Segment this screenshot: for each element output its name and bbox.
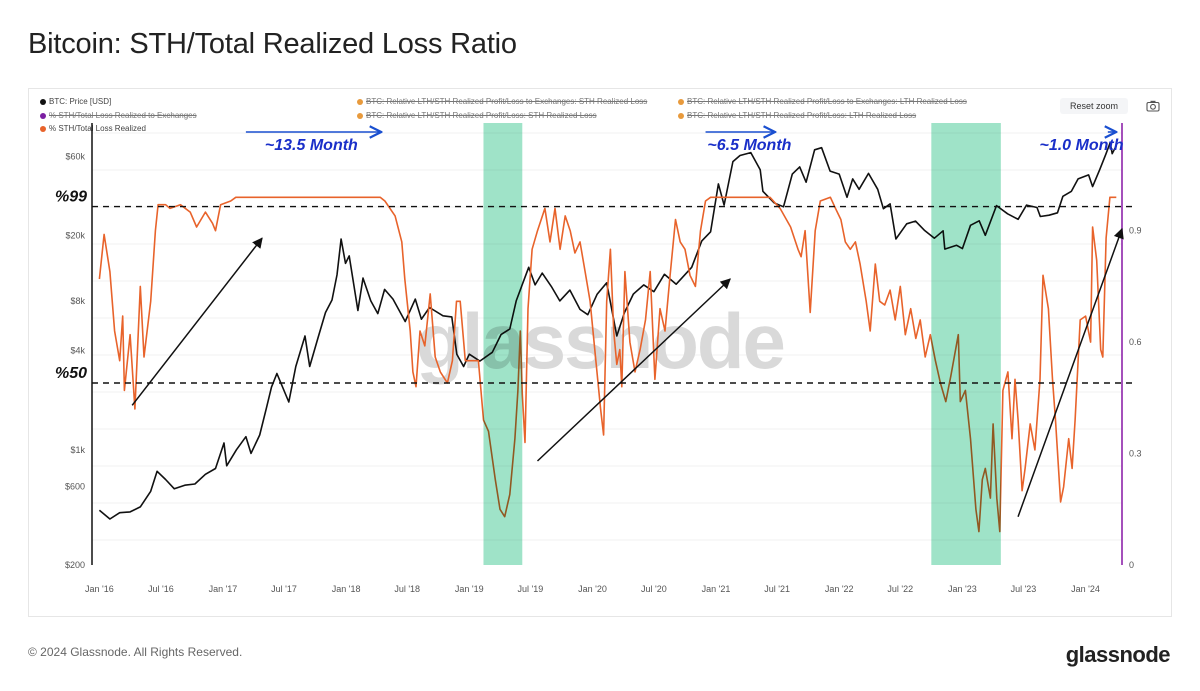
legend-marker xyxy=(678,98,684,105)
legend-marker xyxy=(357,112,363,119)
y-left-tick-label: $1k xyxy=(70,445,85,455)
trend-arrow xyxy=(1017,227,1124,517)
legend-marker xyxy=(40,125,46,132)
sth-loss-ratio-line xyxy=(98,196,1117,533)
x-tick-label: Jul '23 xyxy=(1011,584,1037,594)
legend-item[interactable]: % STH/Total Loss Realized to Exchanges xyxy=(40,111,197,120)
page-title: Bitcoin: STH/Total Realized Loss Ratio xyxy=(28,28,517,60)
y-right-tick-label: 0.9 xyxy=(1129,226,1142,236)
legend-item[interactable]: % STH/Total Loss Realized xyxy=(40,124,146,133)
duration-label: ~13.5 Month xyxy=(265,137,358,154)
shaded-region xyxy=(931,123,1001,565)
x-tick-label: Jan '17 xyxy=(209,584,238,594)
x-tick-label: Jul '20 xyxy=(641,584,667,594)
legend-marker xyxy=(40,112,46,119)
level-label: %50 xyxy=(55,365,87,382)
legend-item[interactable]: BTC: Price [USD] xyxy=(40,97,111,106)
reset-zoom-button[interactable]: Reset zoom xyxy=(1060,98,1128,114)
legend-marker xyxy=(40,98,46,105)
x-tick-label: Jan '23 xyxy=(948,584,977,594)
x-tick-label: Jan '20 xyxy=(578,584,607,594)
camera-icon[interactable] xyxy=(1146,99,1160,112)
legend-label: % STH/Total Loss Realized to Exchanges xyxy=(49,111,197,120)
glassnode-logo: glassnode xyxy=(1065,642,1171,667)
y-right-tick-label: 0.6 xyxy=(1129,337,1142,347)
y-left-tick-label: $60k xyxy=(65,152,85,162)
x-tick-label: Jan '18 xyxy=(332,584,361,594)
legend-label: BTC: Relative LTH/STH Realized Profit/Lo… xyxy=(687,97,967,106)
legend-item[interactable]: BTC: Relative LTH/STH Realized Profit/Lo… xyxy=(357,97,647,106)
legend-label: BTC: Relative LTH/STH Realized Profit/Lo… xyxy=(687,111,917,120)
legend-label: BTC: Relative LTH/STH Realized Profit/Lo… xyxy=(366,111,597,120)
legend-marker xyxy=(357,98,363,105)
copyright-text: © 2024 Glassnode. All Rights Reserved. xyxy=(28,645,243,659)
legend-item[interactable]: BTC: Relative LTH/STH Realized Profit/Lo… xyxy=(678,111,916,120)
legend-marker xyxy=(678,112,684,119)
x-tick-label: Jan '24 xyxy=(1071,584,1100,594)
level-label: %99 xyxy=(55,189,87,206)
x-tick-label: Jul '21 xyxy=(764,584,790,594)
legend-item[interactable]: BTC: Relative LTH/STH Realized Profit/Lo… xyxy=(357,111,597,120)
duration-label: ~6.5 Month xyxy=(707,137,791,154)
x-tick-label: Jan '16 xyxy=(85,584,114,594)
x-tick-label: Jul '16 xyxy=(148,584,174,594)
y-left-tick-label: $20k xyxy=(65,230,85,240)
y-left-tick-label: $4k xyxy=(70,346,85,356)
x-tick-label: Jul '22 xyxy=(887,584,913,594)
trend-arrow xyxy=(131,237,263,406)
y-left-tick-label: $8k xyxy=(70,296,85,306)
y-left-tick-label: $200 xyxy=(65,560,85,570)
chart-card xyxy=(28,88,1172,617)
duration-label: ~1.0 Month xyxy=(1039,137,1123,154)
x-tick-label: Jan '21 xyxy=(702,584,731,594)
x-tick-label: Jul '17 xyxy=(271,584,297,594)
x-tick-label: Jul '19 xyxy=(518,584,544,594)
legend-item[interactable]: BTC: Relative LTH/STH Realized Profit/Lo… xyxy=(678,97,967,106)
x-tick-label: Jan '22 xyxy=(825,584,854,594)
shaded-region xyxy=(483,123,523,565)
x-tick-label: Jul '18 xyxy=(394,584,420,594)
trend-arrow xyxy=(536,278,731,462)
y-right-tick-label: 0 xyxy=(1129,560,1134,570)
x-tick-label: Jan '19 xyxy=(455,584,484,594)
legend-label: BTC: Relative LTH/STH Realized Profit/Lo… xyxy=(366,97,648,106)
legend-label: % STH/Total Loss Realized xyxy=(49,124,146,133)
legend-label: BTC: Price [USD] xyxy=(49,97,112,106)
y-right-tick-label: 0.3 xyxy=(1129,449,1142,459)
watermark: glassnode xyxy=(416,297,784,385)
y-left-tick-label: $600 xyxy=(65,481,85,491)
